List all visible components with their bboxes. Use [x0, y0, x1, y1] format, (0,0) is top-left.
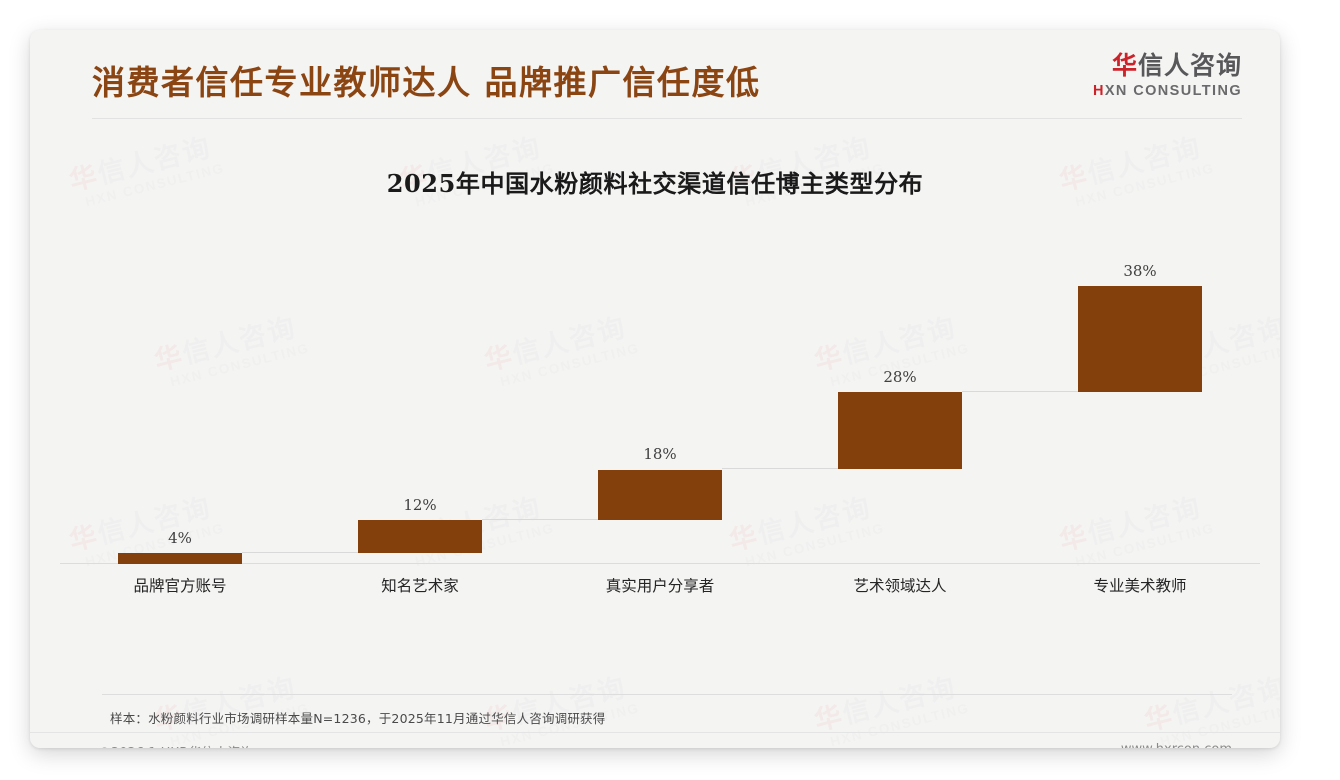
- source-note: 样本：水粉颜料行业市场调研样本量N=1236，于2025年11月通过华信人咨询调…: [110, 711, 606, 726]
- waterfall-connector: [722, 468, 838, 470]
- bar-value-label: 28%: [883, 367, 917, 386]
- waterfall-connector: [962, 390, 1078, 392]
- waterfall-connector: [482, 518, 598, 520]
- chart-bar[interactable]: [357, 519, 483, 553]
- category-label: 品牌官方账号: [133, 577, 227, 595]
- category-label: 知名艺术家: [381, 577, 459, 595]
- category-label: 专业美术教师: [1093, 577, 1187, 595]
- chart-baseline: [60, 563, 1260, 564]
- logo-cn-red: 华: [1111, 51, 1138, 80]
- logo-chinese: 华信人咨询: [1093, 52, 1242, 80]
- note-divider: [102, 694, 1232, 695]
- bar-value-label: 4%: [168, 528, 192, 547]
- waterfall-connector: [242, 551, 358, 553]
- page-title: 消费者信任专业教师达人 品牌推广信任度低: [92, 63, 761, 102]
- category-label: 真实用户分享者: [605, 577, 715, 595]
- chart-bar[interactable]: [837, 391, 963, 470]
- logo-en-red: H: [1092, 82, 1105, 99]
- header-divider: [92, 118, 1242, 119]
- copyright-text: ©2026.1 HXR华信人咨询: [98, 742, 253, 748]
- footer-divider: [30, 732, 1280, 733]
- bar-value-label: 18%: [643, 445, 677, 464]
- logo-en-rest: XN CONSULTING: [1104, 82, 1242, 99]
- chart-bar[interactable]: [1077, 286, 1203, 392]
- chart-title: 2025年中国水粉颜料社交渠道信任博主类型分布: [386, 169, 924, 198]
- chart-bar[interactable]: [117, 552, 243, 564]
- slide-header: 消费者信任专业教师达人 品牌推广信任度低 华信人咨询 HXN CONSULTIN…: [30, 30, 1280, 120]
- category-label: 艺术领域达人: [853, 577, 947, 595]
- logo-cn-rest: 信人咨询: [1137, 51, 1242, 80]
- brand-logo: 华信人咨询 HXN CONSULTING: [1093, 52, 1242, 99]
- slide-card: 华信人咨询 HXN CONSULTING 华信人咨询 HXN CONSULTING 华信…: [30, 30, 1280, 748]
- website-link[interactable]: www.hxrcon.com: [1121, 742, 1232, 748]
- bar-value-label: 38%: [1123, 262, 1157, 280]
- waterfall-chart: 4% 品牌官方账号 12% 知名艺术家 18% 真实用户分享者 28% 艺术领域达人 38% 专业…: [60, 232, 1260, 602]
- chart-bar[interactable]: [597, 469, 723, 520]
- bar-value-label: 12%: [403, 495, 437, 514]
- chart-section: 2025年中国水粉颜料社交渠道信任博主类型分布 4% 品牌官方账号 12% 知名艺术家…: [30, 122, 1280, 662]
- logo-english: HXN CONSULTING: [1093, 83, 1242, 99]
